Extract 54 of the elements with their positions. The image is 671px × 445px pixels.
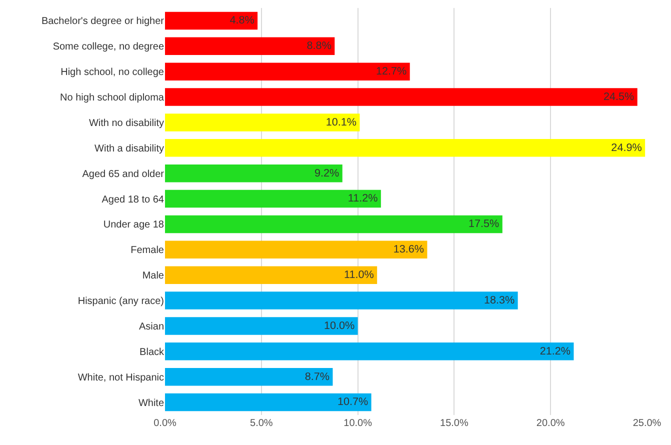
bar [165, 342, 574, 360]
bar [165, 164, 342, 182]
bar [165, 266, 378, 284]
bar [165, 190, 381, 208]
x-tick-label: 0.0% [154, 418, 177, 429]
bar [165, 62, 410, 80]
bar [165, 240, 428, 259]
data-label: 8.8% [306, 40, 332, 52]
y-tick-label: With a disability [94, 143, 164, 154]
y-tick-label: No high school diploma [60, 92, 164, 104]
data-label: 11.0% [344, 269, 374, 282]
y-tick-label: Aged 65 and older [82, 168, 165, 180]
x-tick-label: 25.0% [632, 418, 662, 429]
data-label: 4.8% [230, 14, 255, 27]
data-label: 12.7% [376, 66, 408, 78]
bar [165, 317, 358, 335]
bar [165, 12, 258, 30]
x-tick-label: 10.0% [344, 418, 372, 429]
y-tick-label: Female [130, 245, 164, 256]
y-tick-label: Some college, no degree [52, 42, 164, 53]
data-label: 21.2% [540, 345, 571, 358]
bar [165, 292, 518, 310]
data-label: 18.3% [484, 294, 515, 306]
y-tick-label: Male [142, 270, 164, 282]
y-tick-label: Asian [138, 321, 164, 332]
x-tick-label: 5.0% [250, 418, 273, 429]
data-label: 9.2% [314, 167, 340, 180]
data-label: 17.5% [468, 218, 500, 230]
data-label: 8.7% [304, 370, 330, 383]
y-tick-label: White, not Hispanic [78, 372, 164, 384]
data-label: 11.2% [348, 192, 378, 205]
x-tick-label: 15.0% [440, 418, 468, 429]
y-tick-label: Black [140, 346, 165, 358]
y-tick-label: Bachelor's degree or higher [41, 16, 165, 28]
data-label: 24.9% [611, 142, 642, 154]
data-label: 10.0% [324, 320, 355, 332]
data-label: 13.6% [393, 244, 424, 256]
y-tick-label: Aged 18 to 64 [102, 194, 164, 206]
y-tick-label: Hispanic (any race) [78, 296, 164, 308]
data-label: 10.1% [326, 116, 357, 128]
y-tick-label: White [138, 398, 164, 409]
bar [165, 88, 638, 106]
x-tick-label: 20.0% [536, 418, 565, 429]
bar [165, 139, 646, 157]
bar [165, 114, 360, 132]
bar [165, 368, 333, 386]
y-tick-label: With no disability [88, 118, 164, 129]
y-tick-label: High school, no college [60, 67, 164, 78]
bar [165, 393, 372, 412]
data-label: 24.5% [604, 90, 635, 103]
bar [165, 37, 335, 56]
bar [165, 215, 502, 234]
y-tick-label: Under age 18 [103, 220, 164, 231]
data-label: 10.7% [337, 396, 368, 408]
